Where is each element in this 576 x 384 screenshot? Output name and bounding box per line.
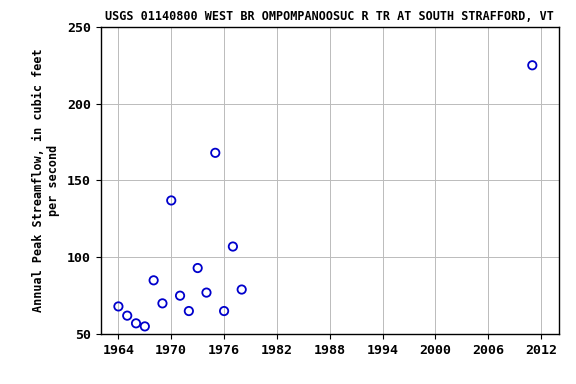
Y-axis label: Annual Peak Streamflow, in cubic feet
per second: Annual Peak Streamflow, in cubic feet pe… — [32, 49, 60, 312]
Point — [219, 308, 229, 314]
Point — [140, 323, 149, 329]
Point — [123, 313, 132, 319]
Point — [193, 265, 202, 271]
Point — [131, 320, 141, 326]
Point — [184, 308, 194, 314]
Point — [528, 62, 537, 68]
Point — [228, 243, 237, 250]
Point — [211, 150, 220, 156]
Point — [237, 286, 247, 293]
Title: USGS 01140800 WEST BR OMPOMPANOOSUC R TR AT SOUTH STRAFFORD, VT: USGS 01140800 WEST BR OMPOMPANOOSUC R TR… — [105, 10, 554, 23]
Point — [149, 277, 158, 283]
Point — [166, 197, 176, 204]
Point — [158, 300, 167, 306]
Point — [202, 290, 211, 296]
Point — [176, 293, 185, 299]
Point — [114, 303, 123, 310]
